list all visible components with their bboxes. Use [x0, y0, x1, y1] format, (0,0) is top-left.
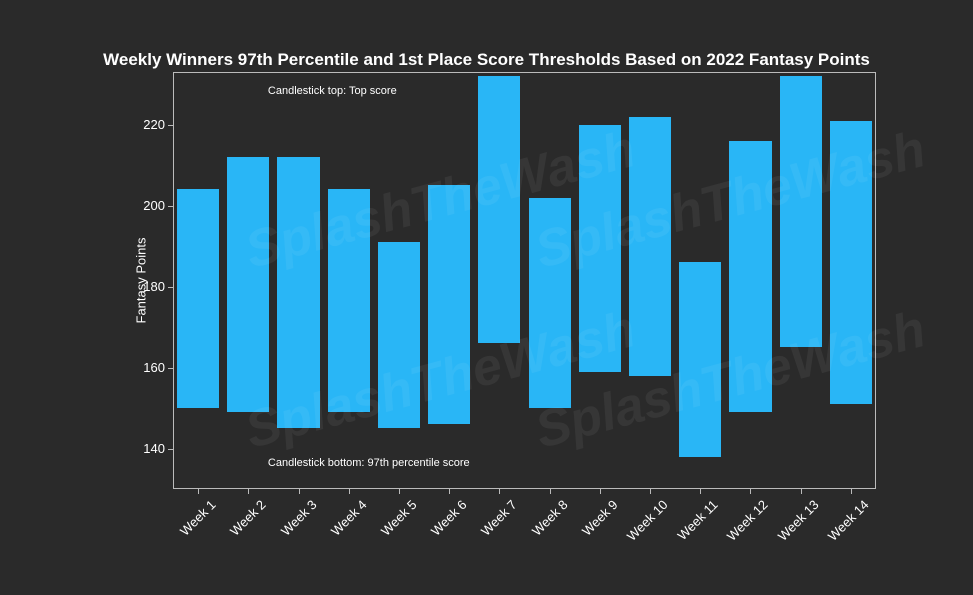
- x-tick-mark: [750, 489, 751, 494]
- candle-bar: [227, 157, 269, 412]
- x-tick-mark: [600, 489, 601, 494]
- candle-bar: [328, 189, 370, 412]
- y-tick-label: 180: [131, 279, 165, 294]
- candle-bar: [729, 141, 771, 412]
- y-tick-mark: [168, 206, 173, 207]
- y-tick-label: 160: [131, 360, 165, 375]
- candle-bar: [277, 157, 319, 428]
- candle-bar: [579, 125, 621, 372]
- y-tick-mark: [168, 125, 173, 126]
- candle-bar: [428, 185, 470, 424]
- chart-container: { "chart": { "type": "bar-range", "title…: [0, 0, 973, 595]
- chart-title: Weekly Winners 97th Percentile and 1st P…: [0, 50, 973, 70]
- x-tick-mark: [550, 489, 551, 494]
- y-tick-mark: [168, 287, 173, 288]
- candle-bar: [780, 76, 822, 347]
- candle-bar: [529, 198, 571, 409]
- x-tick-mark: [499, 489, 500, 494]
- x-tick-mark: [700, 489, 701, 494]
- annotation-text: Candlestick top: Top score: [268, 85, 397, 97]
- candle-bar: [478, 76, 520, 343]
- x-tick-mark: [851, 489, 852, 494]
- candle-bar: [830, 121, 872, 404]
- y-tick-mark: [168, 449, 173, 450]
- x-tick-mark: [449, 489, 450, 494]
- candle-bar: [177, 189, 219, 408]
- y-tick-mark: [168, 368, 173, 369]
- y-tick-label: 140: [131, 441, 165, 456]
- x-tick-mark: [299, 489, 300, 494]
- y-tick-label: 220: [131, 117, 165, 132]
- candle-bar: [629, 117, 671, 376]
- candle-bar: [679, 262, 721, 456]
- x-tick-mark: [650, 489, 651, 494]
- x-tick-mark: [801, 489, 802, 494]
- x-tick-mark: [349, 489, 350, 494]
- x-tick-mark: [248, 489, 249, 494]
- y-tick-label: 200: [131, 198, 165, 213]
- candle-bar: [378, 242, 420, 428]
- x-tick-mark: [399, 489, 400, 494]
- annotation-text: Candlestick bottom: 97th percentile scor…: [268, 457, 470, 469]
- x-tick-mark: [198, 489, 199, 494]
